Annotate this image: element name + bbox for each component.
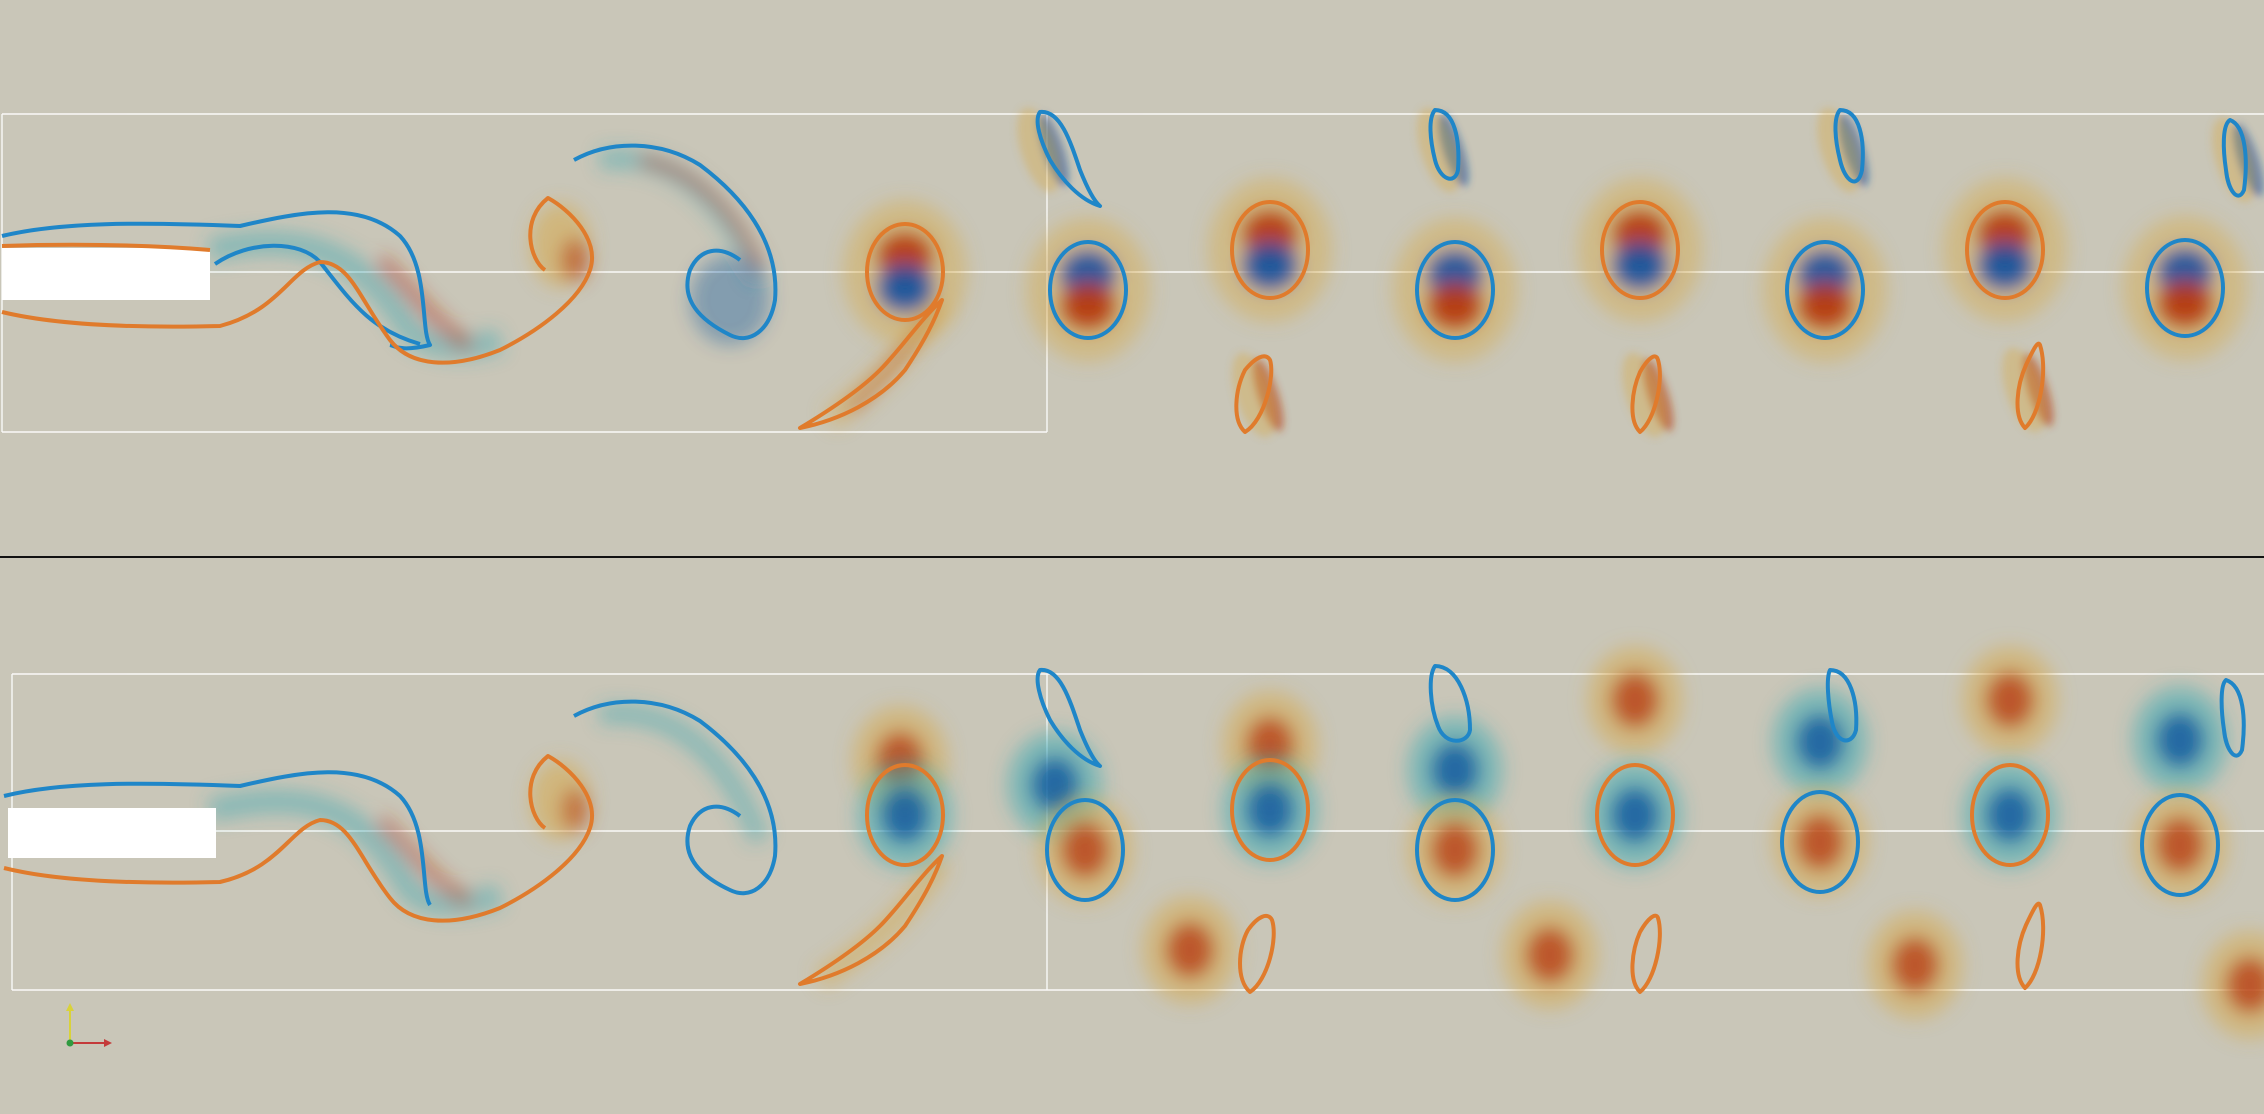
bottom-panel: [0, 558, 2264, 1114]
contour-orange-small-bottom-1: [1238, 913, 1276, 994]
bluff-body-bottom: [8, 808, 216, 858]
monopole-vortex: [1772, 788, 1868, 896]
monopole-vortex: [857, 761, 953, 869]
contour-blue-small-bottom-2: [1428, 664, 1472, 743]
monopole-vortex: [1587, 761, 1683, 869]
contour-orange-shear-bottom: [3, 754, 594, 923]
vortex-contour: [1045, 798, 1125, 902]
elongated-vortex: [1017, 107, 1069, 193]
vortex-contour: [865, 763, 945, 867]
contour-blue-small-bottom-3: [1825, 668, 1859, 743]
bottom-contours: [3, 664, 2246, 994]
contour-orange-small-top-1: [1234, 354, 1274, 434]
dipole-vortex: [1763, 218, 1887, 362]
vortex-contour: [1415, 240, 1495, 340]
contour-blue-small-bottom-1: [1035, 667, 1102, 768]
contour-blue-small-top-4: [2221, 118, 2248, 198]
contour-blue-shear-bottom: [3, 770, 432, 907]
contour-blue-arm-bottom: [573, 699, 778, 896]
contour-orange-small-top-2: [1630, 354, 1662, 434]
contour-orange-small-bottom-2: [1630, 913, 1662, 994]
vortex-contour: [1230, 758, 1310, 862]
contour-orange-shear-top: [1, 196, 594, 365]
vortex-contour: [1965, 200, 2045, 300]
monopole-vortex: [2132, 791, 2228, 899]
panel-divider: [0, 556, 2264, 558]
monopole-vortex: [2132, 686, 2228, 794]
vortex-contour: [2140, 793, 2220, 897]
contour-orange-body-top: [1, 242, 211, 252]
vortex-contour: [1415, 798, 1495, 902]
dipole-vortex: [1578, 178, 1702, 322]
vortex-contour: [1785, 240, 1865, 340]
vortex-contour: [2145, 238, 2225, 338]
monopole-vortex: [1867, 911, 1963, 1019]
bottom-vorticity-field: [207, 703, 950, 990]
dipole-vortex: [1026, 218, 1150, 362]
contour-blue-small-bottom-4: [2219, 678, 2246, 758]
monopole-vortex: [2202, 931, 2264, 1039]
monopole-vortex: [1962, 646, 2058, 754]
monopole-vortex: [1502, 901, 1598, 1009]
contour-orange-small-bottom-3: [2015, 901, 2046, 990]
contour-orange-tail-top: [798, 298, 944, 430]
dipole-vortex: [1393, 218, 1517, 362]
vortex-contour: [865, 222, 945, 322]
contour-blue-small-top-1: [1035, 109, 1102, 208]
monopole-vortex: [1407, 796, 1503, 904]
contour-orange-tail-bottom: [798, 854, 944, 986]
top-ellipse-contours: [865, 200, 2225, 340]
vortex-contour: [1048, 240, 1128, 340]
xyz-orientation-axes-icon: [66, 1003, 112, 1047]
vortex-contour: [1600, 200, 1680, 300]
monopole-vortex: [1222, 756, 1318, 864]
monopole-vortex: [1587, 646, 1683, 754]
contour-blue-arm-top: [573, 143, 778, 341]
dipole-vortex: [2123, 216, 2247, 360]
dipole-vortex: [1943, 178, 2067, 322]
vortex-contour: [1970, 763, 2050, 867]
monopole-vortex: [1142, 896, 1238, 1004]
contour-blue-small-top-3: [1833, 108, 1865, 184]
dipole-vortex: [1208, 178, 1332, 322]
contour-blue-shear-top: [1, 210, 432, 351]
vortex-contour: [1780, 790, 1860, 894]
top-vortex-dipoles: [843, 107, 2264, 438]
vortex-contour: [1595, 763, 1675, 867]
monopole-vortex: [1962, 761, 2058, 869]
vortex-contour: [1230, 200, 1310, 300]
bottom-ellipse-contours: [865, 758, 2220, 902]
elongated-vortex: [1417, 107, 1469, 193]
dipole-vortex: [843, 200, 967, 344]
bottom-vortex-monopoles: [852, 646, 2264, 1039]
top-contours: [1, 108, 2248, 434]
monopole-vortex: [1037, 796, 1133, 904]
bluff-body-top: [2, 248, 210, 300]
contour-blue-small-top-2: [1428, 108, 1461, 181]
contour-orange-small-top-3: [2015, 341, 2046, 430]
monopole-vortex: [1407, 716, 1503, 824]
